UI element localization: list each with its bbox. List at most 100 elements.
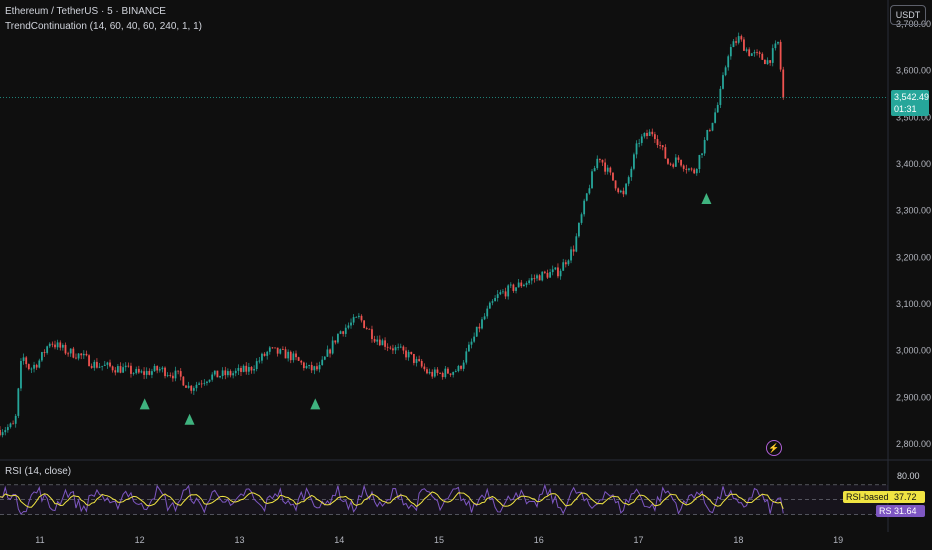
- candle: [386, 346, 389, 348]
- candle: [274, 347, 276, 349]
- candle: [412, 354, 415, 363]
- candle: [245, 365, 248, 372]
- candle: [766, 60, 769, 65]
- buy-signal-marker[interactable]: [701, 193, 712, 204]
- candle: [211, 374, 214, 380]
- candle: [664, 147, 667, 159]
- candle: [0, 430, 1, 436]
- lightning-icon[interactable]: ⚡: [766, 440, 782, 456]
- candle: [494, 298, 496, 302]
- time-tick-label: 13: [234, 535, 244, 545]
- candle: [402, 346, 405, 351]
- candle: [695, 168, 698, 174]
- candle: [528, 280, 531, 284]
- candle: [347, 325, 350, 328]
- candle: [465, 351, 468, 363]
- rsi-level-label: 80.00: [897, 471, 920, 481]
- candle: [185, 385, 187, 388]
- candle: [756, 52, 758, 53]
- candle: [633, 154, 635, 169]
- candle: [357, 315, 360, 317]
- candle: [308, 365, 311, 367]
- candle: [782, 69, 785, 98]
- candle: [17, 388, 20, 416]
- candle: [145, 371, 148, 375]
- rsi-panel: [0, 483, 888, 515]
- candle: [688, 168, 690, 170]
- candle: [365, 328, 368, 329]
- candle: [179, 371, 182, 377]
- rsi-title[interactable]: RSI (14, close): [5, 466, 72, 477]
- candle: [604, 162, 607, 172]
- candle: [496, 294, 499, 299]
- candle: [329, 349, 331, 354]
- candle: [499, 292, 502, 295]
- candle: [255, 361, 258, 370]
- candle: [682, 165, 685, 169]
- buy-signal-marker[interactable]: [310, 398, 321, 410]
- candle: [111, 366, 114, 371]
- candle: [161, 367, 164, 370]
- candle: [6, 427, 9, 431]
- candle: [166, 375, 169, 377]
- candle: [609, 167, 612, 173]
- candle: [449, 373, 452, 375]
- candle: [208, 379, 211, 382]
- buy-signal-marker[interactable]: [184, 413, 195, 425]
- candle: [287, 351, 290, 359]
- candle: [714, 112, 717, 123]
- candle: [507, 285, 510, 297]
- candle: [247, 367, 250, 372]
- rsi-line: [0, 483, 784, 515]
- candle: [745, 49, 748, 51]
- price-axis: 2,800.00 2,900.00 3,000.00 3,100.00 3,200.00…: [0, 0, 932, 532]
- candle: [334, 340, 337, 343]
- candle: [617, 188, 620, 193]
- candle: [30, 368, 33, 370]
- candle: [543, 271, 546, 273]
- time-tick-label: 14: [334, 535, 344, 545]
- currency-button[interactable]: USDT: [890, 5, 926, 25]
- candle: [103, 364, 106, 366]
- candle: [96, 361, 98, 368]
- candle: [722, 75, 724, 89]
- candle: [323, 356, 326, 360]
- candle: [130, 365, 132, 374]
- candle: [585, 193, 588, 201]
- candle: [282, 349, 284, 350]
- buy-signal-marker[interactable]: [139, 398, 150, 410]
- candle: [143, 371, 145, 375]
- candle: [538, 275, 541, 281]
- candle: [271, 347, 274, 349]
- candle: [648, 131, 651, 136]
- candle: [774, 43, 777, 49]
- candle: [171, 375, 174, 379]
- candle: [177, 370, 180, 372]
- price-tick-label: 3,200.00: [896, 252, 931, 262]
- indicator-title[interactable]: TrendContinuation (14, 60, 40, 60, 240, …: [5, 21, 202, 32]
- candle: [140, 371, 143, 373]
- candle: [716, 104, 719, 113]
- candle: [672, 164, 675, 167]
- candle: [331, 340, 334, 354]
- candle: [593, 168, 596, 172]
- candle: [268, 347, 271, 352]
- candle: [549, 272, 551, 278]
- candle: [410, 351, 413, 355]
- candle: [213, 370, 216, 375]
- candle: [318, 365, 321, 370]
- candle: [237, 367, 240, 371]
- candle: [530, 278, 533, 281]
- candle: [761, 53, 764, 60]
- candle: [355, 316, 358, 318]
- candle: [321, 359, 324, 366]
- candle: [240, 367, 242, 372]
- symbol-title[interactable]: Ethereum / TetherUS · 5 · BINANCE: [5, 6, 166, 17]
- candle: [203, 382, 206, 384]
- candle: [229, 371, 232, 376]
- candle: [667, 158, 669, 164]
- candle: [9, 423, 12, 428]
- candle: [481, 319, 483, 329]
- candle: [483, 316, 486, 320]
